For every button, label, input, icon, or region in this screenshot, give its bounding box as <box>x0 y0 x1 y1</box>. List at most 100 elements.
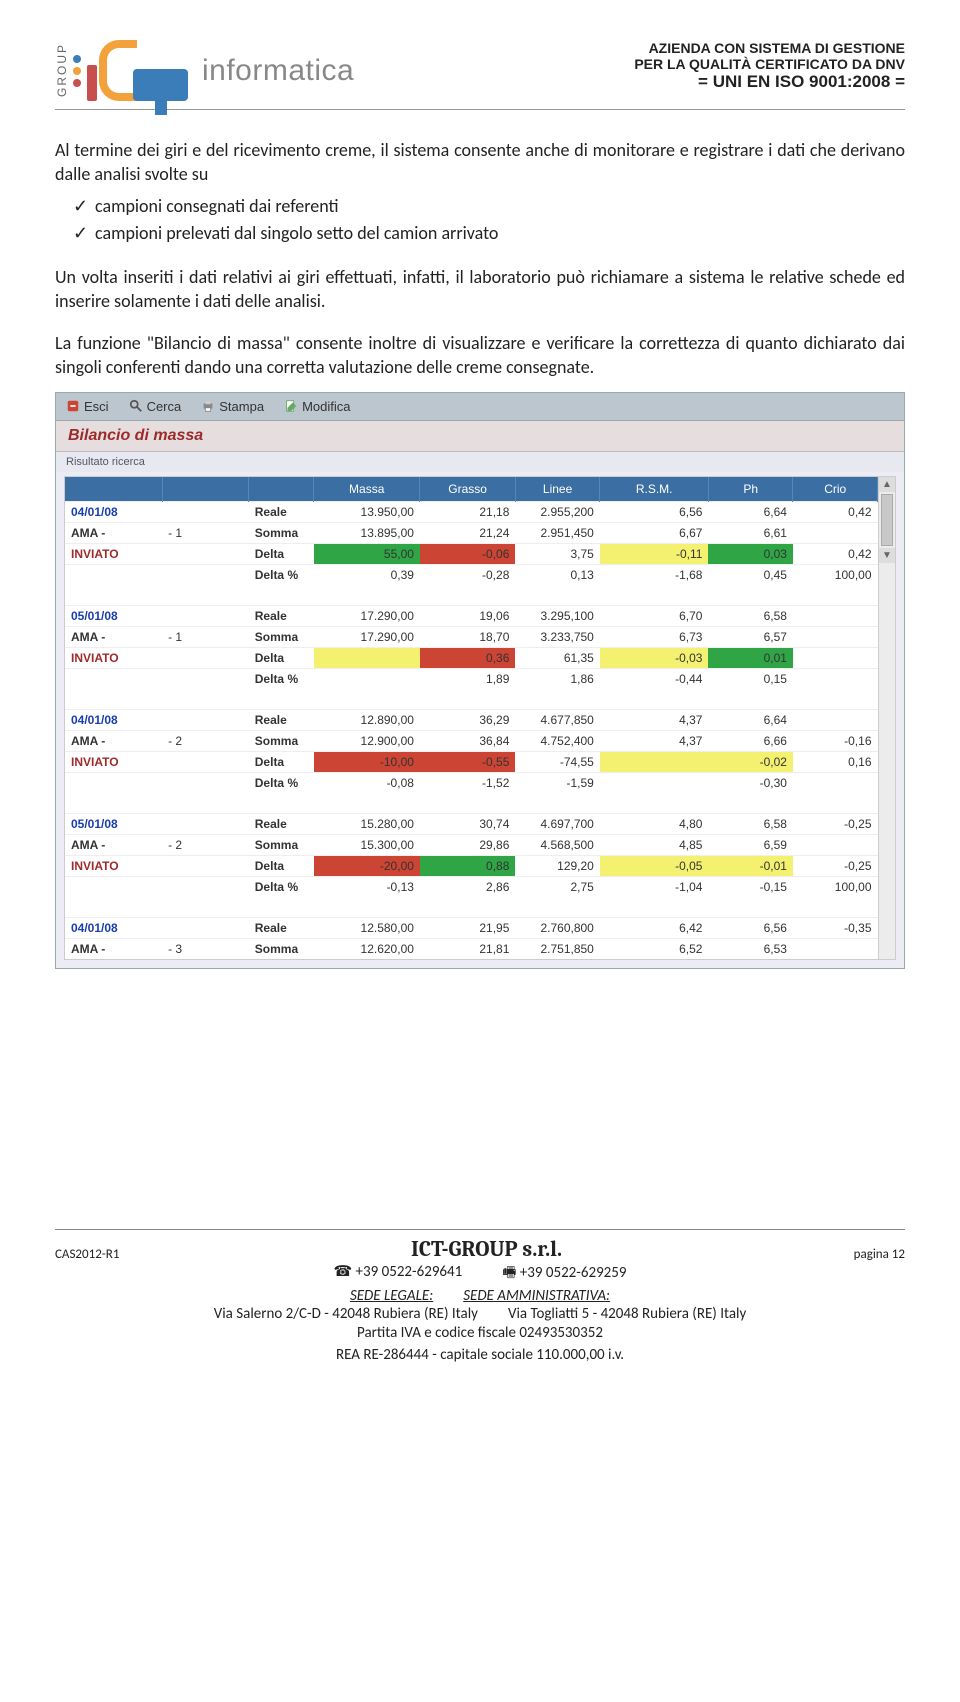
table-row[interactable]: AMA -- 1Somma17.290,0018,703.233,7506,73… <box>65 626 878 647</box>
data-cell <box>793 709 878 730</box>
scroll-thumb[interactable] <box>881 494 893 546</box>
doc-code: CAS2012-R1 <box>55 1247 119 1262</box>
data-cell: 0,88 <box>420 855 515 876</box>
column-header <box>249 477 314 502</box>
data-cell: 2.955,200 <box>515 501 599 522</box>
dot-icon <box>73 55 81 63</box>
fieldset-label: Risultato ricerca <box>56 452 904 472</box>
data-cell: -1,59 <box>515 772 599 793</box>
data-cell: -0,30 <box>708 772 792 793</box>
data-cell: 12.890,00 <box>314 709 420 730</box>
data-cell: 6,56 <box>708 917 792 938</box>
metric-label: Reale <box>249 813 314 834</box>
brand-text: informatica <box>202 54 354 88</box>
data-cell: 0,16 <box>793 751 878 772</box>
table-row[interactable]: Delta %0,39-0,280,13-1,680,45100,00 <box>65 564 878 585</box>
data-cell: -0,06 <box>420 543 515 564</box>
data-cell: 6,61 <box>708 522 792 543</box>
scroll-down-icon[interactable]: ▼ <box>879 548 895 563</box>
data-cell: 15.280,00 <box>314 813 420 834</box>
scroll-up-icon[interactable]: ▲ <box>879 477 895 492</box>
row-left-label: INVIATO <box>65 751 162 772</box>
footer-rule <box>55 1229 905 1230</box>
paragraph: Un volta inseriti i dati relativi ai gir… <box>55 265 905 314</box>
data-cell: 6,66 <box>708 730 792 751</box>
data-cell: 1,89 <box>420 668 515 689</box>
data-cell: 0,42 <box>793 543 878 564</box>
table-row[interactable]: AMA -- 3Somma12.620,0021,812.751,8506,52… <box>65 938 878 959</box>
data-cell: 21,95 <box>420 917 515 938</box>
data-cell: 6,58 <box>708 813 792 834</box>
data-table: MassaGrassoLineeR.S.M.PhCrio 04/01/08Rea… <box>65 477 878 959</box>
modifica-button[interactable]: Modifica <box>284 399 350 414</box>
table-row[interactable]: INVIATODelta-10,00-0,55-74,55-0,020,16 <box>65 751 878 772</box>
table-row[interactable]: 05/01/08Reale15.280,0030,744.697,7004,80… <box>65 813 878 834</box>
table-row[interactable]: Delta %-0,132,862,75-1,04-0,15100,00 <box>65 876 878 897</box>
data-cell: 18,70 <box>420 626 515 647</box>
data-cell: 6,53 <box>708 938 792 959</box>
exit-icon <box>66 399 80 413</box>
metric-label: Delta <box>249 855 314 876</box>
data-cell <box>793 647 878 668</box>
esci-button[interactable]: Esci <box>66 399 109 414</box>
data-cell: 3.295,100 <box>515 605 599 626</box>
table-row[interactable]: INVIATODelta0,3661,35-0,030,01 <box>65 647 878 668</box>
metric-label: Reale <box>249 709 314 730</box>
metric-label: Somma <box>249 938 314 959</box>
data-cell: -0,03 <box>600 647 709 668</box>
column-header: Ph <box>708 477 792 502</box>
row-left-label <box>65 876 162 897</box>
edit-icon <box>284 399 298 413</box>
row-num <box>162 501 249 522</box>
vertical-scrollbar[interactable]: ▲ ▼ <box>878 477 895 959</box>
row-left-label: 05/01/08 <box>65 813 162 834</box>
metric-label: Somma <box>249 522 314 543</box>
data-cell <box>793 772 878 793</box>
data-cell: -0,28 <box>420 564 515 585</box>
row-num <box>162 605 249 626</box>
data-cell <box>793 668 878 689</box>
fax: 🖷 +39 0522-629259 <box>502 1262 626 1287</box>
data-cell: 4,37 <box>600 709 709 730</box>
data-cell: 6,70 <box>600 605 709 626</box>
data-cell <box>314 647 420 668</box>
check-item: campioni prelevati dal singolo setto del… <box>55 220 905 247</box>
metric-label: Reale <box>249 917 314 938</box>
data-cell: -0,35 <box>793 917 878 938</box>
table-row[interactable]: 04/01/08Reale12.580,0021,952.760,8006,42… <box>65 917 878 938</box>
table-row[interactable]: INVIATODelta-20,000,88129,20-0,05-0,01-0… <box>65 855 878 876</box>
metric-label: Somma <box>249 626 314 647</box>
data-cell: 2,86 <box>420 876 515 897</box>
row-left-label: 04/01/08 <box>65 917 162 938</box>
page-header: GROUP informatica AZIENDA CON SISTEMA DI… <box>55 40 905 110</box>
table-row[interactable]: Delta %-0,08-1,52-1,59-0,30 <box>65 772 878 793</box>
rea-info: REA RE-286444 - capitale sociale 110.000… <box>55 1345 905 1367</box>
row-num: - 2 <box>162 730 249 751</box>
data-cell: 100,00 <box>793 876 878 897</box>
stampa-button[interactable]: Stampa <box>201 399 264 414</box>
app-screenshot: Esci Cerca Stampa Modifica <box>55 392 905 969</box>
table-row[interactable]: 04/01/08Reale13.950,0021,182.955,2006,56… <box>65 501 878 522</box>
data-cell: 6,64 <box>708 709 792 730</box>
toolbar-label: Stampa <box>219 399 264 414</box>
data-cell: 2.751,850 <box>515 938 599 959</box>
data-cell: -0,01 <box>708 855 792 876</box>
cerca-button[interactable]: Cerca <box>129 399 182 414</box>
table-row[interactable]: AMA -- 2Somma15.300,0029,864.568,5004,85… <box>65 834 878 855</box>
table-row[interactable]: AMA -- 1Somma13.895,0021,242.951,4506,67… <box>65 522 878 543</box>
cert-line: = UNI EN ISO 9001:2008 = <box>634 72 905 92</box>
row-num <box>162 813 249 834</box>
group-text: GROUP <box>55 43 69 97</box>
table-row[interactable]: INVIATODelta55,00-0,063,75-0,110,030,42 <box>65 543 878 564</box>
data-cell: 4,80 <box>600 813 709 834</box>
table-row[interactable]: AMA -- 2Somma12.900,0036,844.752,4004,37… <box>65 730 878 751</box>
column-header: R.S.M. <box>600 477 709 502</box>
table-row[interactable]: 05/01/08Reale17.290,0019,063.295,1006,70… <box>65 605 878 626</box>
row-left-label: INVIATO <box>65 855 162 876</box>
data-cell: 55,00 <box>314 543 420 564</box>
toolbar-label: Esci <box>84 399 109 414</box>
metric-label: Delta % <box>249 668 314 689</box>
table-row[interactable]: 04/01/08Reale12.890,0036,294.677,8504,37… <box>65 709 878 730</box>
table-row[interactable]: Delta %1,891,86-0,440,15 <box>65 668 878 689</box>
data-cell: 0,03 <box>708 543 792 564</box>
